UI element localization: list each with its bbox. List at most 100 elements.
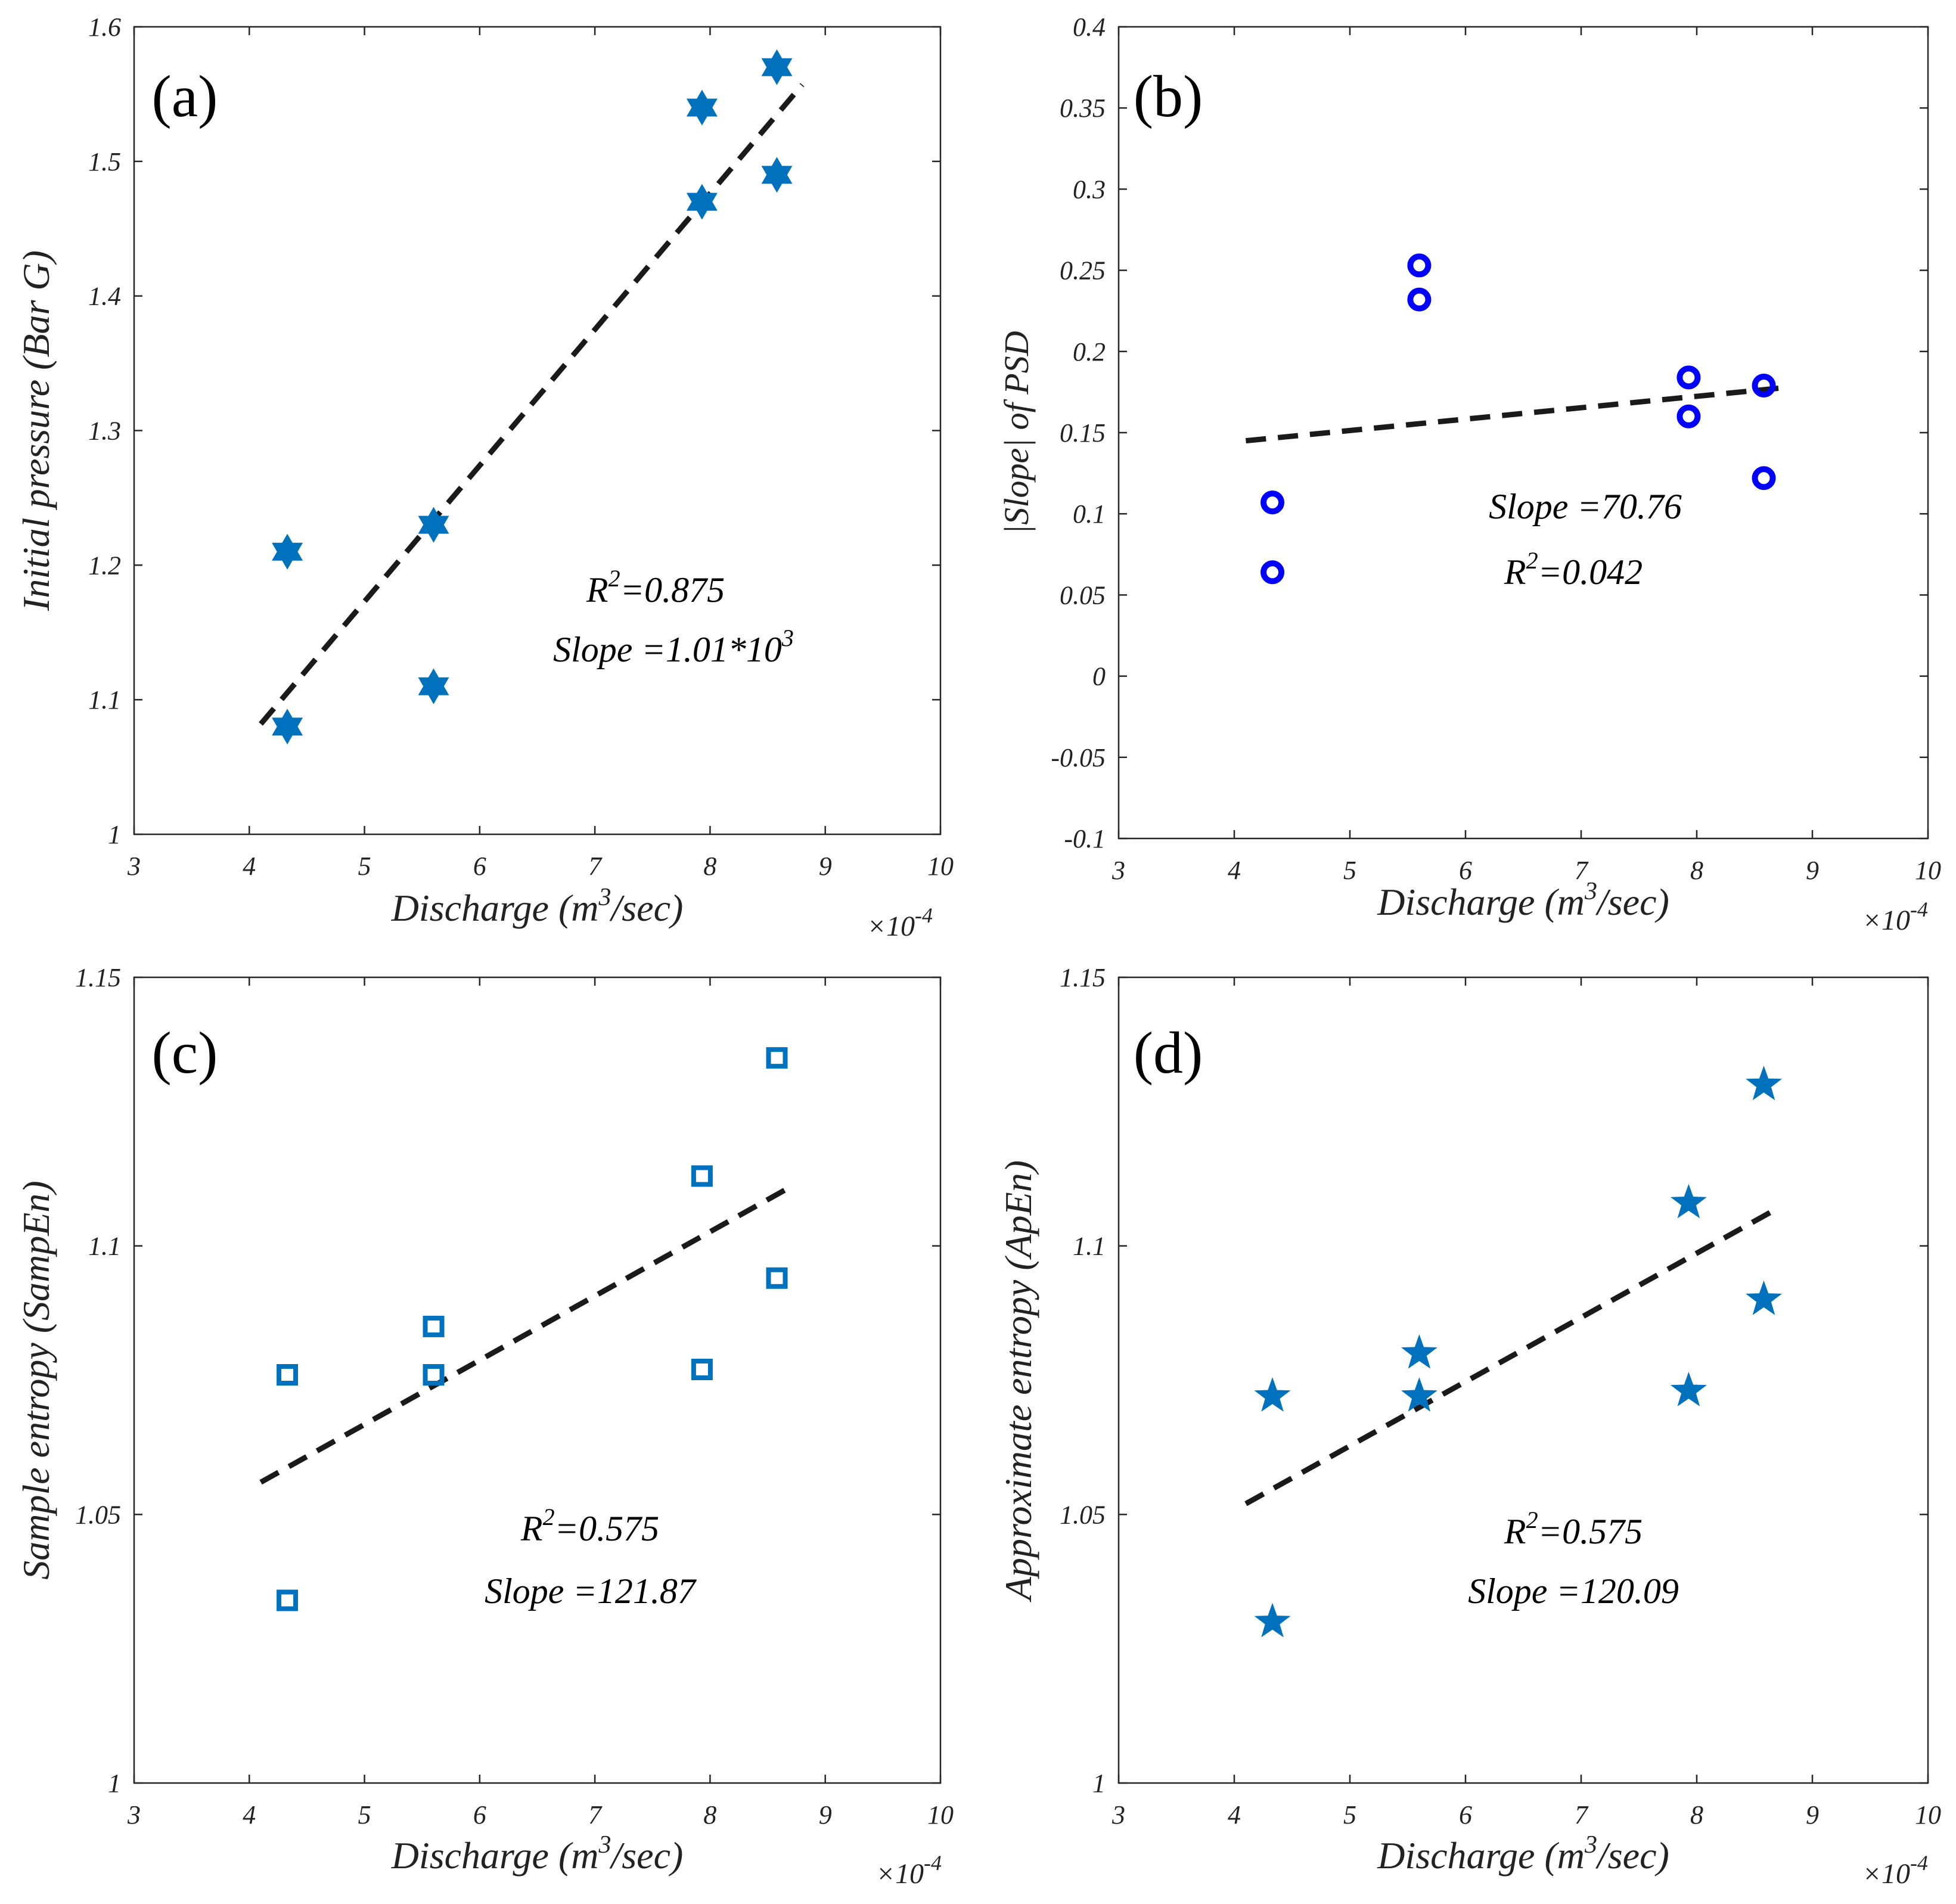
y-tick-label: 0.3 (1073, 175, 1106, 204)
data-point-3 (423, 1363, 445, 1386)
x-exponent-label: ×10-4 (867, 903, 933, 942)
data-point-6 (686, 89, 718, 126)
data-point-6 (691, 1165, 713, 1187)
data-point-8 (1752, 374, 1776, 398)
y-tick-label: 1.15 (1060, 963, 1106, 992)
annotation-1: Slope =70.76 (1489, 487, 1682, 526)
hexagram-triangle-down (761, 58, 793, 85)
annotation-2: Slope =120.09 (1468, 1571, 1679, 1611)
annotation-2: R2=0.042 (1504, 547, 1643, 592)
data-point-7 (1752, 466, 1776, 490)
x-tick-label: 5 (358, 852, 371, 881)
x-tick-label: 3 (127, 1800, 141, 1830)
data-point-4 (1407, 253, 1432, 278)
hexagram-triangle-down (272, 542, 303, 570)
data-point-7 (1746, 1280, 1782, 1315)
hexagram-triangle-down (761, 166, 793, 193)
data-point-1 (1254, 1602, 1291, 1638)
x-tick-label: 8 (1690, 1800, 1703, 1830)
x-tick-label: 9 (1806, 1800, 1819, 1830)
x-tick-label: 10 (1915, 1800, 1941, 1830)
panel-label: (d) (1134, 1020, 1203, 1086)
x-tick-label: 7 (588, 852, 603, 881)
x-tick-label: 3 (1111, 1800, 1125, 1830)
y-tick-label: 1.1 (88, 1232, 121, 1261)
x-tick-label: 6 (473, 1800, 486, 1830)
data-point-2 (272, 533, 303, 570)
x-tick-label: 4 (243, 1800, 256, 1830)
panel-label: (a) (152, 63, 218, 129)
plot-area (133, 26, 942, 835)
hexagram-triangle-down (418, 677, 449, 704)
plot-area (1117, 976, 1929, 1784)
x-tick-label: 5 (358, 1800, 371, 1830)
data-point-5 (1671, 1372, 1707, 1406)
x-tick-label: 8 (703, 852, 716, 881)
annotation-1: R2=0.575 (1504, 1507, 1643, 1551)
y-tick-label: 0.15 (1060, 418, 1106, 448)
panel-label: (b) (1134, 63, 1203, 129)
data-point-4 (1401, 1334, 1437, 1369)
data-point-5 (686, 184, 718, 220)
x-tick-label: 7 (588, 1800, 603, 1830)
x-tick-label: 8 (1690, 856, 1703, 885)
y-tick-label: 1 (108, 1769, 121, 1798)
fit-line (259, 83, 805, 726)
x-tick-label: 6 (1459, 856, 1472, 885)
y-tick-label: 1.1 (1073, 1232, 1106, 1261)
y-tick-label: -0.1 (1064, 824, 1106, 853)
panel-b: 3 4 5 6 7 8 9 10 -0.1 -0.05 0 0.05 0.1 0.15 0.2 0.25 0.3… (997, 13, 1941, 936)
data-point-7 (761, 157, 793, 193)
x-tick-label: 6 (473, 852, 486, 881)
data-point-5 (691, 1358, 713, 1380)
x-axis-label: Discharge (m3/sec) (391, 884, 684, 929)
data-point-6 (1676, 365, 1701, 390)
data-point-1 (272, 709, 303, 745)
x-exponent-label: ×10-4 (876, 1851, 942, 1890)
x-tick-label: 3 (127, 852, 141, 881)
y-tick-label: 1.6 (88, 13, 121, 42)
annotation-2: Slope =121.87 (485, 1571, 697, 1611)
hexagram-triangle-down (272, 718, 303, 745)
x-tick-label: 9 (1806, 856, 1819, 885)
y-tick-label: 0.1 (1073, 499, 1106, 529)
plot-area (133, 976, 942, 1784)
panel-label: (c) (152, 1020, 218, 1086)
y-tick-label: 0.35 (1060, 94, 1106, 123)
data-point-5 (1676, 404, 1701, 428)
y-tick-label: 1.3 (88, 417, 121, 446)
hexagram-triangle-down (686, 98, 718, 126)
y-tick-label: 1 (1092, 1769, 1106, 1798)
fit-line (1244, 1206, 1779, 1507)
data-point-8 (1746, 1066, 1782, 1101)
x-tick-label: 5 (1343, 1800, 1356, 1830)
y-tick-label: 0.05 (1060, 580, 1106, 610)
y-tick-label: 1.15 (75, 963, 121, 992)
panel-c: 3 4 5 6 7 8 9 10 1 1.05 1.1 1.15 Discharge (m3/sec) ×… (15, 963, 954, 1890)
y-tick-label: 0 (1092, 662, 1106, 691)
y-tick-label: 1.05 (1060, 1500, 1106, 1529)
x-tick-label: 10 (927, 1800, 954, 1830)
y-tick-label: 1 (108, 820, 121, 849)
data-point-1 (1260, 560, 1285, 585)
y-tick-label: 1.2 (88, 551, 121, 580)
y-axis-label: Approximate entropy (ApEn) (997, 1160, 1039, 1602)
data-point-8 (766, 1047, 788, 1069)
panel-a: 3 4 5 6 7 8 9 10 1 1.1 1.2 1.3 1.4 1.5 1.6 Discharge (m… (15, 13, 954, 942)
x-tick-label: 5 (1343, 856, 1356, 885)
annotation-1: R2=0.575 (520, 1504, 659, 1548)
x-tick-label: 3 (1111, 856, 1125, 885)
plot-area (1117, 26, 1929, 840)
x-tick-label: 9 (819, 1800, 832, 1830)
data-point-1 (277, 1589, 299, 1611)
y-tick-label: -0.05 (1051, 743, 1106, 772)
data-point-3 (418, 668, 449, 704)
x-tick-label: 4 (243, 852, 256, 881)
data-point-8 (761, 49, 793, 85)
annotation-1: R2=0.875 (586, 565, 725, 610)
y-tick-label: 0.25 (1060, 256, 1106, 285)
x-tick-label: 7 (1575, 856, 1589, 885)
x-tick-label: 8 (703, 1800, 716, 1830)
hexagram-triangle-down (418, 515, 449, 543)
data-point-4 (418, 507, 449, 543)
